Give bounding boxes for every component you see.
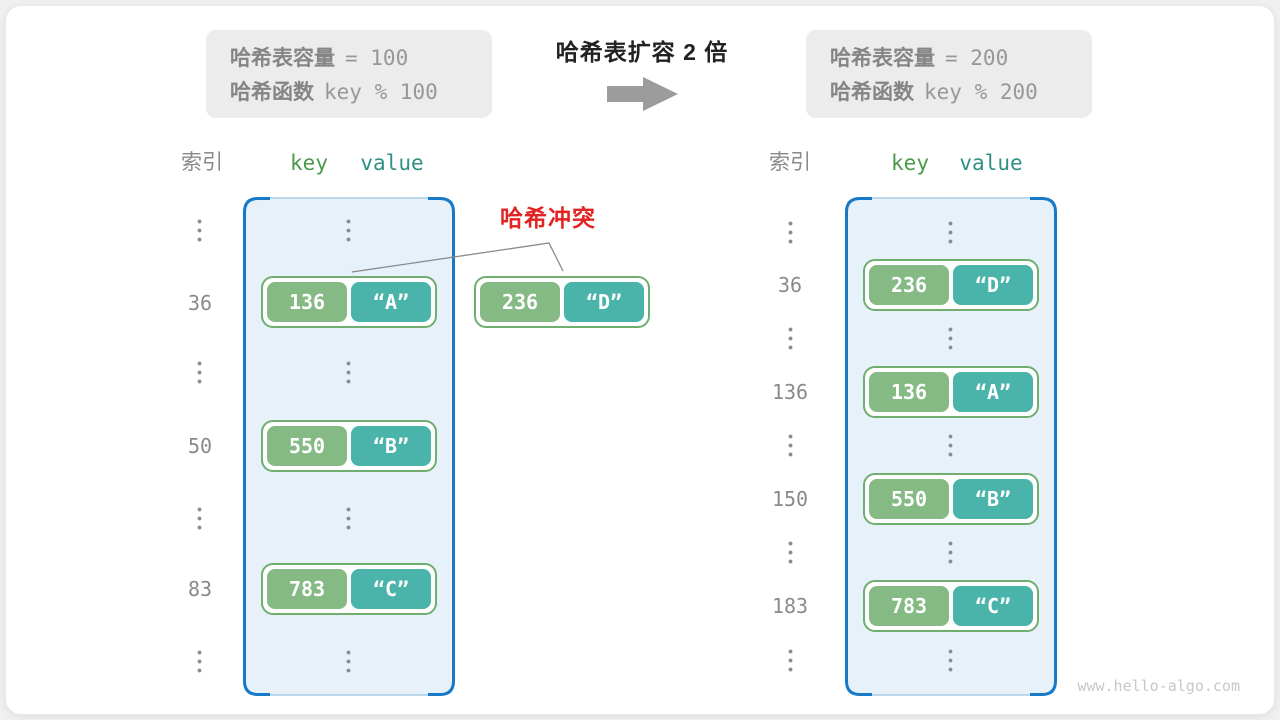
kv-pair: 783 “C” xyxy=(863,580,1039,632)
ellipsis-icon xyxy=(948,539,953,566)
index-header-right: 索引 xyxy=(769,151,811,174)
capacity-line: 哈希表容量 = 200 xyxy=(830,42,1092,72)
ellipsis-icon xyxy=(788,219,793,246)
ellipsis-icon xyxy=(197,359,202,386)
index-label: 150 xyxy=(771,487,809,511)
key-cell: 236 xyxy=(480,282,560,322)
index-header-left: 索引 xyxy=(181,151,223,174)
ellipsis-icon xyxy=(948,432,953,459)
kv-pair: 136 “A” xyxy=(863,366,1039,418)
ellipsis-icon xyxy=(948,325,953,352)
ellipsis-icon xyxy=(197,648,202,675)
ellipsis-icon xyxy=(948,219,953,246)
key-header-right: key xyxy=(891,151,929,175)
kv-pair: 550 “B” xyxy=(863,473,1039,525)
key-cell: 783 xyxy=(267,569,347,609)
expand-title: 哈希表扩容 2 倍 xyxy=(555,39,729,65)
ellipsis-icon xyxy=(788,647,793,674)
key-cell: 136 xyxy=(869,372,949,412)
kv-pair-collision: 236 “D” xyxy=(474,276,650,328)
value-header-left: value xyxy=(360,151,424,175)
value-cell: “A” xyxy=(953,372,1033,412)
hash-function-label: 哈希函数 xyxy=(230,81,314,104)
value-header-right: value xyxy=(959,151,1023,175)
key-cell: 550 xyxy=(869,479,949,519)
hash-function-line: 哈希函数 key % 200 xyxy=(830,76,1092,106)
figure-card xyxy=(5,5,1275,715)
index-label: 83 xyxy=(187,577,213,601)
ellipsis-icon xyxy=(788,432,793,459)
value-cell: “D” xyxy=(564,282,644,322)
key-header-left: key xyxy=(290,151,328,175)
value-cell: “B” xyxy=(953,479,1033,519)
ellipsis-icon xyxy=(346,505,351,532)
ellipsis-icon xyxy=(346,648,351,675)
ellipsis-icon xyxy=(788,325,793,352)
value-cell: “C” xyxy=(351,569,431,609)
value-cell: “C” xyxy=(953,586,1033,626)
ellipsis-icon xyxy=(197,217,202,244)
capacity-value: = 200 xyxy=(945,46,1009,70)
ellipsis-icon xyxy=(948,647,953,674)
ellipsis-icon xyxy=(197,505,202,532)
kv-pair: 550 “B” xyxy=(261,420,437,472)
key-cell: 783 xyxy=(869,586,949,626)
index-label: 36 xyxy=(777,273,803,297)
capacity-box-after: 哈希表容量 = 200 哈希函数 key % 200 xyxy=(806,30,1092,118)
kv-pair: 783 “C” xyxy=(261,563,437,615)
kv-pair: 136 “A” xyxy=(261,276,437,328)
capacity-box-before: 哈希表容量 = 100 哈希函数 key % 100 xyxy=(206,30,492,118)
watermark: www.hello-algo.com xyxy=(1077,677,1240,695)
arrow-right-icon xyxy=(607,77,678,111)
ellipsis-icon xyxy=(346,359,351,386)
hash-function-value: key % 200 xyxy=(924,80,1038,104)
value-cell: “A” xyxy=(351,282,431,322)
index-label: 183 xyxy=(771,594,809,618)
hash-function-value: key % 100 xyxy=(324,80,438,104)
key-cell: 136 xyxy=(267,282,347,322)
hash-function-line: 哈希函数 key % 100 xyxy=(230,76,492,106)
ellipsis-icon xyxy=(346,217,351,244)
value-cell: “D” xyxy=(953,265,1033,305)
kv-pair: 236 “D” xyxy=(863,259,1039,311)
key-cell: 550 xyxy=(267,426,347,466)
capacity-label: 哈希表容量 xyxy=(230,47,335,70)
index-label: 50 xyxy=(187,434,213,458)
capacity-line: 哈希表容量 = 100 xyxy=(230,42,492,72)
ellipsis-icon xyxy=(788,539,793,566)
index-label: 36 xyxy=(187,291,213,315)
collision-label: 哈希冲突 xyxy=(500,205,596,231)
index-label: 136 xyxy=(771,380,809,404)
capacity-value: = 100 xyxy=(345,46,409,70)
value-cell: “B” xyxy=(351,426,431,466)
key-cell: 236 xyxy=(869,265,949,305)
capacity-label: 哈希表容量 xyxy=(830,47,935,70)
hash-function-label: 哈希函数 xyxy=(830,81,914,104)
